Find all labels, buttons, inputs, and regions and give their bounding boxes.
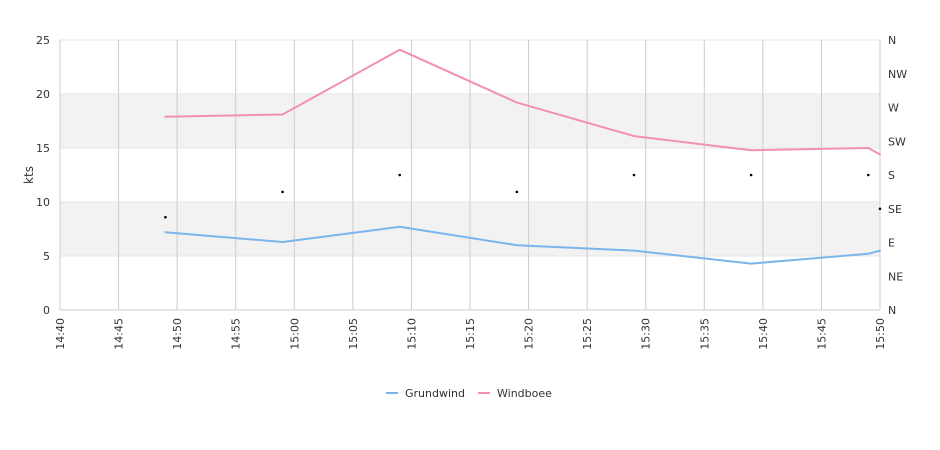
- direction-axis-label: NW: [888, 68, 907, 81]
- y-tick-label: 0: [43, 304, 50, 317]
- direction-axis-label: N: [888, 34, 896, 47]
- x-tick-label: 14:45: [113, 318, 126, 350]
- direction-axis-label: E: [888, 237, 895, 250]
- direction-marker: [632, 173, 636, 177]
- y-axis-title: kts: [22, 166, 36, 184]
- legend-label: Windboee: [497, 387, 552, 400]
- x-tick-label: 15:35: [698, 318, 711, 350]
- series-line-grundwind: [164, 225, 881, 265]
- y-tick-label: 25: [36, 34, 50, 47]
- direction-axis-label: NE: [888, 270, 903, 283]
- direction-marker: [515, 190, 519, 194]
- series-line-windboee: [164, 48, 881, 156]
- x-tick-label: 15:45: [815, 318, 828, 350]
- x-tick-label: 15:10: [405, 318, 418, 350]
- legend-label: Grundwind: [405, 387, 465, 400]
- x-tick-label: 15:20: [523, 318, 536, 350]
- direction-axis-label: SE: [888, 203, 902, 216]
- x-tick-label: 15:25: [581, 318, 594, 350]
- y-tick-label: 15: [36, 142, 50, 155]
- x-tick-label: 15:00: [288, 318, 301, 350]
- x-tick-label: 15:15: [464, 318, 477, 350]
- direction-axis-label: N: [888, 304, 896, 317]
- direction-marker: [398, 173, 402, 177]
- x-tick-label: 15:50: [874, 318, 887, 350]
- x-tick-label: 15:05: [347, 318, 360, 350]
- y-tick-label: 10: [36, 196, 50, 209]
- direction-marker: [164, 215, 167, 219]
- y-tick-label: 20: [36, 88, 50, 101]
- direction-marker: [866, 173, 870, 177]
- direction-marker: [281, 190, 284, 194]
- x-tick-label: 14:55: [230, 318, 243, 350]
- direction-axis-label: S: [888, 169, 895, 182]
- x-tick-label: 15:40: [757, 318, 770, 350]
- x-tick-label: 15:30: [640, 318, 653, 350]
- direction-axis-label: SW: [888, 135, 906, 148]
- x-tick-label: 14:50: [171, 318, 184, 350]
- direction-marker: [749, 173, 753, 177]
- y-tick-label: 5: [43, 250, 50, 263]
- direction-axis-label: W: [888, 102, 899, 115]
- direction-marker: [878, 207, 882, 211]
- x-tick-label: 14:40: [54, 318, 67, 350]
